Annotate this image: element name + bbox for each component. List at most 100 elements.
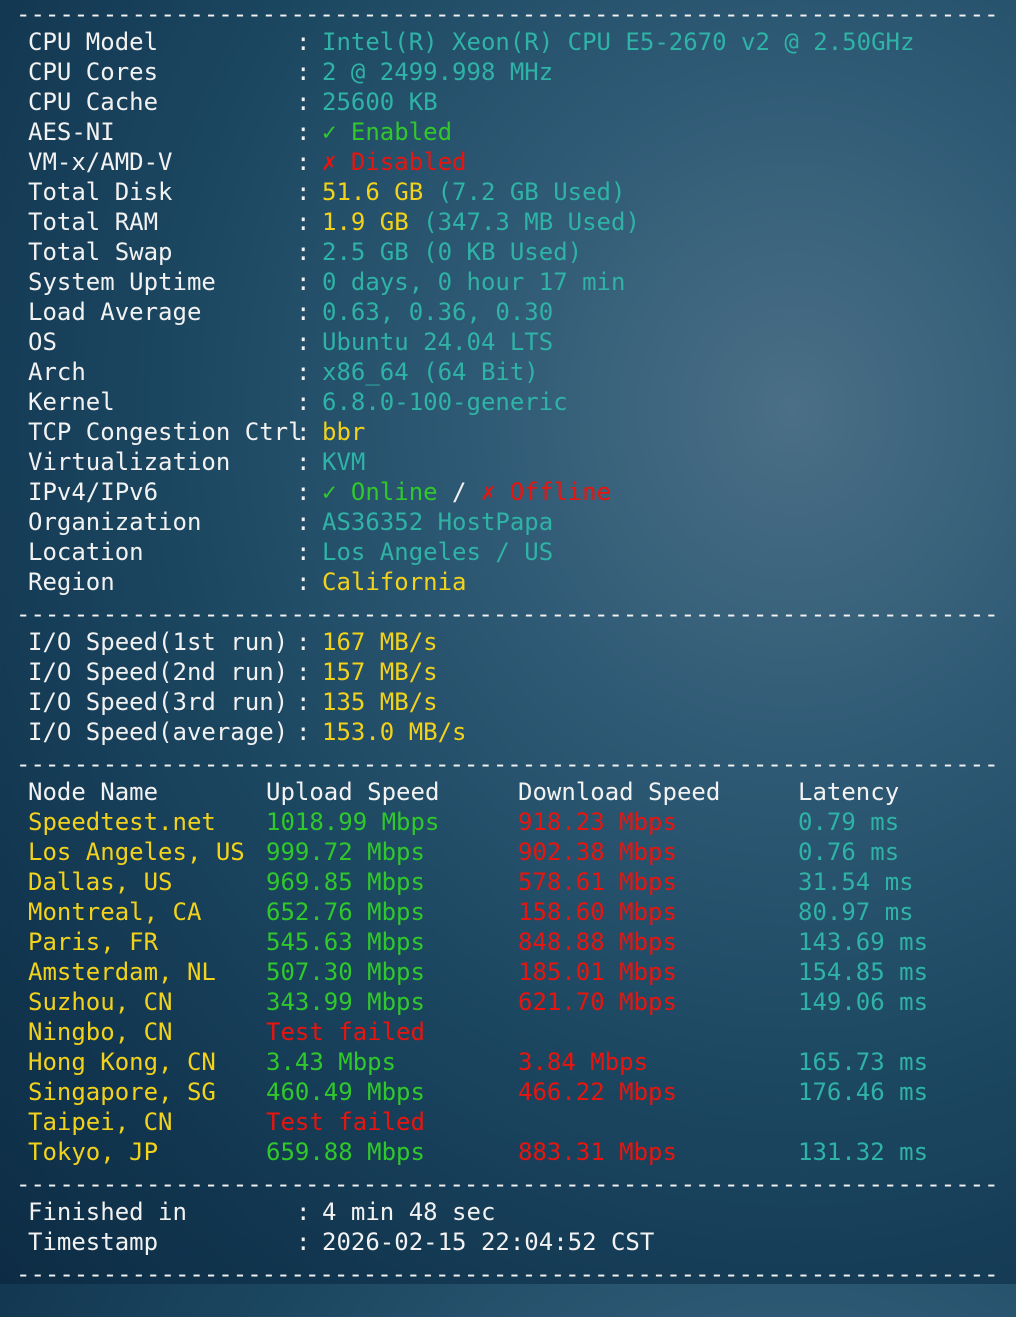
label: Total Disk: [28, 178, 173, 206]
value: 0 days, 0 hour 17 min: [322, 268, 626, 296]
node-name: Tokyo, JP: [28, 1138, 159, 1166]
value: California: [322, 568, 467, 596]
upload-speed: 652.76 Mbps: [266, 898, 425, 926]
download-speed: 918.23 Mbps: [518, 808, 677, 836]
node-name: Singapore, SG: [28, 1078, 216, 1106]
row-load-average: Load Average: 0.63, 0.36, 0.30: [28, 298, 554, 326]
speedtest-row: Tokyo, JP 659.88 Mbps 883.31 Mbps 131.32…: [28, 1137, 998, 1167]
label: I/O Speed(2nd run): [28, 658, 289, 686]
upload-speed: 969.85 Mbps: [266, 868, 425, 896]
row-organization: Organization: AS36352 HostPapa: [28, 508, 554, 536]
test-failed: Test failed: [266, 1018, 425, 1046]
node-name: Los Angeles, US: [28, 838, 245, 866]
row-io-run2: I/O Speed(2nd run): 157 MB/s: [28, 658, 438, 686]
label: OS: [28, 328, 57, 356]
row-vmx: VM-x/AMD-V: ✗ Disabled: [28, 148, 467, 176]
label: AES-NI: [28, 118, 115, 146]
row-total-ram: Total RAM: 1.9 GB (347.3 MB Used): [28, 208, 640, 236]
label: Finished in: [28, 1198, 187, 1226]
speedtest-row: Ningbo, CN Test failed: [28, 1017, 998, 1047]
upload-speed: 1018.99 Mbps: [266, 808, 440, 836]
label: CPU Cores: [28, 58, 159, 86]
label: TCP Congestion Ctrl: [28, 418, 303, 446]
label: IPv4/IPv6: [28, 478, 159, 506]
node-name: Ningbo, CN: [28, 1018, 173, 1046]
latency: 31.54 ms: [798, 868, 914, 896]
download-speed: 466.22 Mbps: [518, 1078, 677, 1106]
download-speed: 848.88 Mbps: [518, 928, 677, 956]
value: 167 MB/s: [322, 628, 438, 656]
label: Kernel: [28, 388, 115, 416]
label: Load Average: [28, 298, 202, 326]
speedtest-row: Los Angeles, US 999.72 Mbps 902.38 Mbps …: [28, 837, 998, 867]
speedtest-row: Paris, FR 545.63 Mbps 848.88 Mbps 143.69…: [28, 927, 998, 957]
row-io-run1: I/O Speed(1st run): 167 MB/s: [28, 628, 438, 656]
disk-total: 51.6 GB: [322, 178, 424, 206]
label: Arch: [28, 358, 86, 386]
node-name: Montreal, CA: [28, 898, 202, 926]
speedtest-row: Hong Kong, CN 3.43 Mbps 3.84 Mbps 165.73…: [28, 1047, 998, 1077]
speedtest-row: Speedtest.net 1018.99 Mbps 918.23 Mbps 0…: [28, 807, 998, 837]
label: Location: [28, 538, 144, 566]
header-latency: Latency: [798, 778, 900, 806]
value: ✓ Enabled: [322, 118, 453, 146]
latency: 0.76 ms: [798, 838, 900, 866]
upload-speed: 545.63 Mbps: [266, 928, 425, 956]
value: Los Angeles / US: [322, 538, 554, 566]
value: 2026-02-15 22:04:52 CST: [322, 1228, 655, 1256]
row-cpu-model: CPU Model: Intel(R) Xeon(R) CPU E5-2670 …: [28, 28, 915, 56]
value: Intel(R) Xeon(R) CPU E5-2670 v2 @ 2.50GH…: [322, 28, 915, 56]
ip-separator: /: [452, 478, 467, 506]
upload-speed: 659.88 Mbps: [266, 1138, 425, 1166]
separator-line: ----------------------------------------…: [16, 0, 996, 28]
value: 2 @ 2499.998 MHz: [322, 58, 554, 86]
value: 2.5 GB (0 KB Used): [322, 238, 583, 266]
disk-used: (7.2 GB Used): [437, 178, 626, 206]
value: Ubuntu 24.04 LTS: [322, 328, 554, 356]
label: CPU Cache: [28, 88, 159, 116]
header-upload: Upload Speed: [266, 778, 440, 806]
latency: 149.06 ms: [798, 988, 929, 1016]
value: AS36352 HostPapa: [322, 508, 554, 536]
row-finished: Finished in: 4 min 48 sec: [28, 1198, 496, 1226]
separator-line: ----------------------------------------…: [16, 600, 996, 628]
row-kernel: Kernel: 6.8.0-100-generic: [28, 388, 568, 416]
row-total-disk: Total Disk: 51.6 GB (7.2 GB Used): [28, 178, 626, 206]
upload-speed: 343.99 Mbps: [266, 988, 425, 1016]
latency: 154.85 ms: [798, 958, 929, 986]
value: 6.8.0-100-generic: [322, 388, 568, 416]
node-name: Amsterdam, NL: [28, 958, 216, 986]
node-name: Dallas, US: [28, 868, 173, 896]
upload-speed: 3.43 Mbps: [266, 1048, 397, 1076]
label: I/O Speed(average): [28, 718, 289, 746]
download-speed: 621.70 Mbps: [518, 988, 677, 1016]
value: 135 MB/s: [322, 688, 438, 716]
terminal-output: ----------------------------------------…: [16, 0, 998, 1288]
label: System Uptime: [28, 268, 216, 296]
speedtest-header: Node Name Upload Speed Download Speed La…: [28, 777, 998, 807]
label: Organization: [28, 508, 202, 536]
separator-line: ----------------------------------------…: [16, 750, 996, 778]
speedtest-row: Amsterdam, NL 507.30 Mbps 185.01 Mbps 15…: [28, 957, 998, 987]
header-node: Node Name: [28, 778, 159, 806]
node-name: Taipei, CN: [28, 1108, 173, 1136]
row-aesni: AES-NI: ✓ Enabled: [28, 118, 453, 146]
row-arch: Arch: x86_64 (64 Bit): [28, 358, 539, 386]
test-failed: Test failed: [266, 1108, 425, 1136]
row-cpu-cache: CPU Cache: 25600 KB: [28, 88, 438, 116]
label: Timestamp: [28, 1228, 159, 1256]
value: bbr: [322, 418, 366, 446]
latency: 176.46 ms: [798, 1078, 929, 1106]
value: 153.0 MB/s: [322, 718, 467, 746]
value: 4 min 48 sec: [322, 1198, 496, 1226]
node-name: Hong Kong, CN: [28, 1048, 216, 1076]
upload-speed: 999.72 Mbps: [266, 838, 425, 866]
latency: 80.97 ms: [798, 898, 914, 926]
value: ✗ Disabled: [322, 148, 467, 176]
speedtest-row: Montreal, CA 652.76 Mbps 158.60 Mbps 80.…: [28, 897, 998, 927]
ipv4-status: ✓ Online: [322, 478, 438, 506]
ram-used: (347.3 MB Used): [423, 208, 640, 236]
label: I/O Speed(1st run): [28, 628, 289, 656]
download-speed: 883.31 Mbps: [518, 1138, 677, 1166]
label: Total RAM: [28, 208, 159, 236]
